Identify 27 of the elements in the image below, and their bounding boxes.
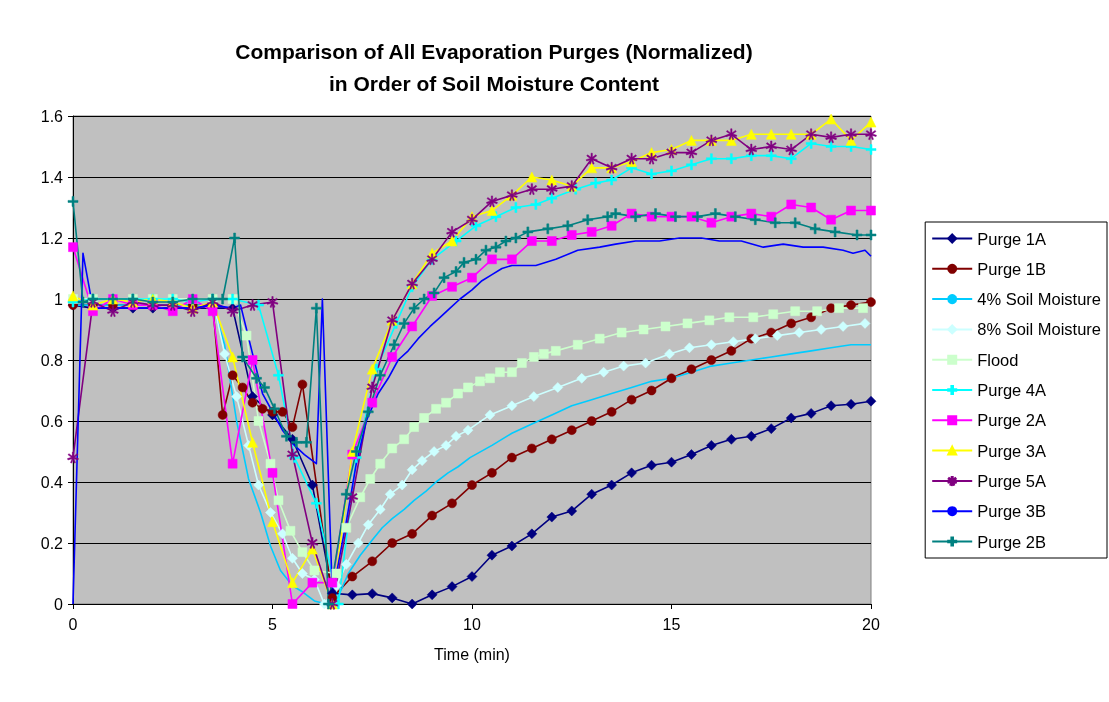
x-axis-title: Time (min) (434, 645, 510, 663)
y-tick-label: 0 (54, 595, 64, 613)
y-tick-label: 0.4 (40, 473, 64, 491)
y-tick-label: 0.6 (40, 412, 64, 430)
y-tick-label: 1 (54, 290, 64, 308)
x-tick-label: 5 (268, 615, 278, 633)
legend-label: Purge 1B (977, 259, 1046, 278)
legend-label: 4% Soil Moisture (977, 290, 1102, 309)
y-tick-label: 1.4 (40, 168, 64, 186)
y-tick-label: 0.2 (40, 534, 64, 552)
chart-title: Comparison of All Evaporation Purges (Normalized) in Order of Soil Moisture Content (235, 39, 753, 95)
legend-label: Purge 5A (977, 471, 1046, 490)
y-tick-label: 0.8 (40, 351, 64, 369)
legend-label: Purge 2A (977, 411, 1046, 430)
y-tick-label: 1.2 (40, 229, 64, 247)
x-tick-label: 20 (862, 615, 880, 633)
legend-label: Purge 1A (977, 229, 1046, 248)
legend-label: Purge 3A (977, 441, 1046, 460)
legend-label: Purge 2B (977, 532, 1046, 551)
legend-label: Flood (977, 350, 1019, 369)
legend-label: Purge 4A (977, 381, 1046, 399)
x-tick-label: 0 (68, 615, 78, 633)
x-tick-label: 15 (662, 615, 681, 633)
legend-label: 8% Soil Moisture (977, 320, 1102, 339)
legend-label: Purge 3B (977, 502, 1046, 521)
y-tick-label: 1.6 (40, 107, 64, 125)
x-tick-label: 10 (463, 615, 481, 633)
